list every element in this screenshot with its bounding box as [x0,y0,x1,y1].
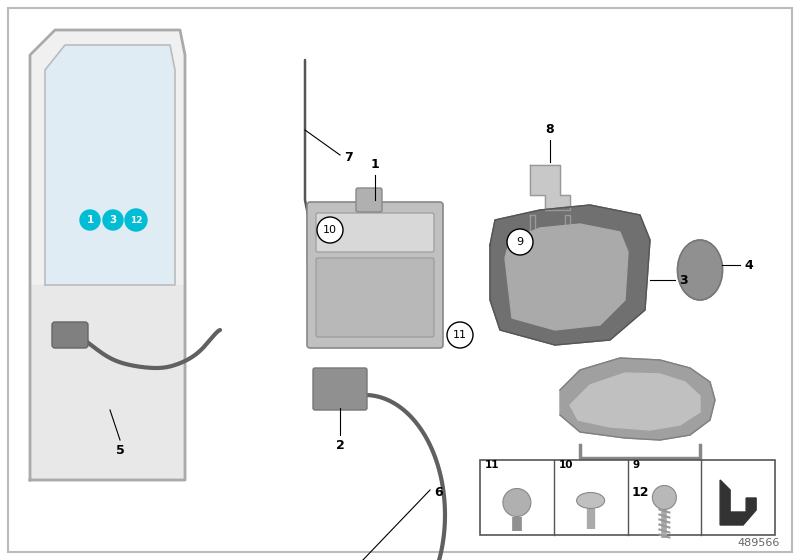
Text: 7: 7 [344,151,353,164]
FancyBboxPatch shape [52,322,88,348]
Text: 489566: 489566 [738,538,780,548]
FancyBboxPatch shape [313,368,367,410]
FancyBboxPatch shape [307,202,443,348]
Text: 11: 11 [453,330,467,340]
Circle shape [317,217,343,243]
Polygon shape [490,205,650,345]
Polygon shape [30,30,185,480]
Bar [480,460,775,535]
Polygon shape [30,285,185,480]
Polygon shape [570,373,700,430]
Circle shape [103,210,123,230]
Text: 5: 5 [116,444,124,457]
Polygon shape [560,358,715,440]
Circle shape [507,229,533,255]
FancyBboxPatch shape [316,213,434,252]
Ellipse shape [577,492,605,508]
Text: 3: 3 [110,215,117,225]
Text: 11: 11 [485,460,499,470]
Text: 12: 12 [130,216,142,225]
Polygon shape [720,480,756,525]
Text: 10: 10 [323,225,337,235]
Circle shape [652,486,676,510]
Circle shape [80,210,100,230]
FancyBboxPatch shape [316,258,434,337]
Polygon shape [505,224,628,330]
Text: 6: 6 [434,486,442,498]
Polygon shape [530,215,570,255]
Circle shape [503,488,531,516]
Text: 4: 4 [744,259,753,272]
Text: 1: 1 [86,215,94,225]
Text: 3: 3 [679,273,688,287]
Circle shape [125,209,147,231]
Text: 2: 2 [336,439,344,452]
Text: 8: 8 [546,123,554,136]
Circle shape [447,322,473,348]
Text: 9: 9 [517,237,523,247]
Text: 1: 1 [370,158,379,171]
Text: 9: 9 [633,460,640,470]
Text: 10: 10 [558,460,574,470]
Polygon shape [530,165,570,210]
Polygon shape [45,45,175,285]
FancyBboxPatch shape [356,188,382,212]
Ellipse shape [678,240,722,300]
Text: 12: 12 [631,486,649,499]
